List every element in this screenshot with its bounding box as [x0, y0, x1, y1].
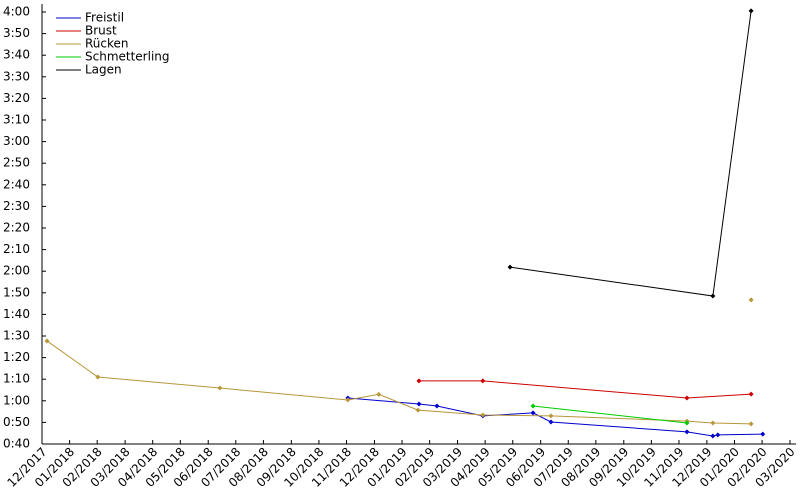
data-point: [710, 293, 716, 299]
y-tick-label: 1:40: [3, 307, 30, 321]
data-point: [95, 374, 101, 380]
data-point: [507, 264, 513, 270]
series-line: [510, 10, 752, 297]
data-point: [416, 378, 422, 384]
data-point: [748, 297, 754, 303]
data-point: [345, 397, 351, 403]
data-point: [44, 338, 50, 344]
y-tick-label: 1:10: [3, 372, 30, 386]
y-tick-label: 3:40: [3, 48, 30, 62]
data-point: [480, 412, 486, 418]
data-point: [684, 429, 690, 435]
data-point: [548, 419, 554, 425]
y-tick-label: 0:50: [3, 415, 30, 429]
data-point: [480, 378, 486, 384]
y-tick-label: 3:10: [3, 113, 30, 127]
legend-label: Schmetterling: [85, 50, 170, 64]
data-point: [530, 410, 536, 416]
y-tick-label: 3:50: [3, 26, 30, 40]
y-tick-label: 0:40: [3, 437, 30, 451]
y-tick-label: 2:40: [3, 177, 30, 191]
series-line: [347, 397, 763, 437]
data-point: [748, 391, 754, 397]
data-point: [376, 391, 382, 397]
y-tick-label: 2:00: [3, 264, 30, 278]
legend-label: Lagen: [85, 63, 122, 77]
legend-label: Rücken: [85, 37, 129, 51]
series-line: [418, 380, 752, 399]
y-tick-label: 3:20: [3, 91, 30, 105]
series-line: [532, 405, 687, 424]
y-tick-label: 2:20: [3, 221, 30, 235]
y-tick-label: 4:00: [3, 5, 30, 19]
y-tick-label: 2:10: [3, 242, 30, 256]
y-tick-label: 1:20: [3, 350, 30, 364]
data-point: [748, 421, 754, 427]
y-tick-label: 3:30: [3, 69, 30, 83]
data-point: [416, 401, 422, 407]
data-point: [715, 432, 721, 438]
data-point: [684, 420, 690, 426]
data-point: [760, 431, 766, 437]
data-point: [217, 385, 223, 391]
y-tick-label: 3:00: [3, 134, 30, 148]
data-point: [530, 403, 536, 409]
y-tick-label: 2:50: [3, 156, 30, 170]
data-point: [548, 413, 554, 419]
data-point: [684, 395, 690, 401]
y-tick-label: 2:30: [3, 199, 30, 213]
y-tick-label: 1:00: [3, 393, 30, 407]
y-tick-label: 1:30: [3, 329, 30, 343]
legend-label: Freistil: [85, 11, 124, 25]
data-point: [748, 8, 754, 14]
series-line: [47, 300, 751, 424]
data-point: [710, 420, 716, 426]
legend-label: Brust: [85, 24, 117, 38]
y-tick-label: 1:50: [3, 285, 30, 299]
data-point: [434, 403, 440, 409]
data-point: [710, 433, 716, 439]
data-point: [415, 407, 421, 413]
